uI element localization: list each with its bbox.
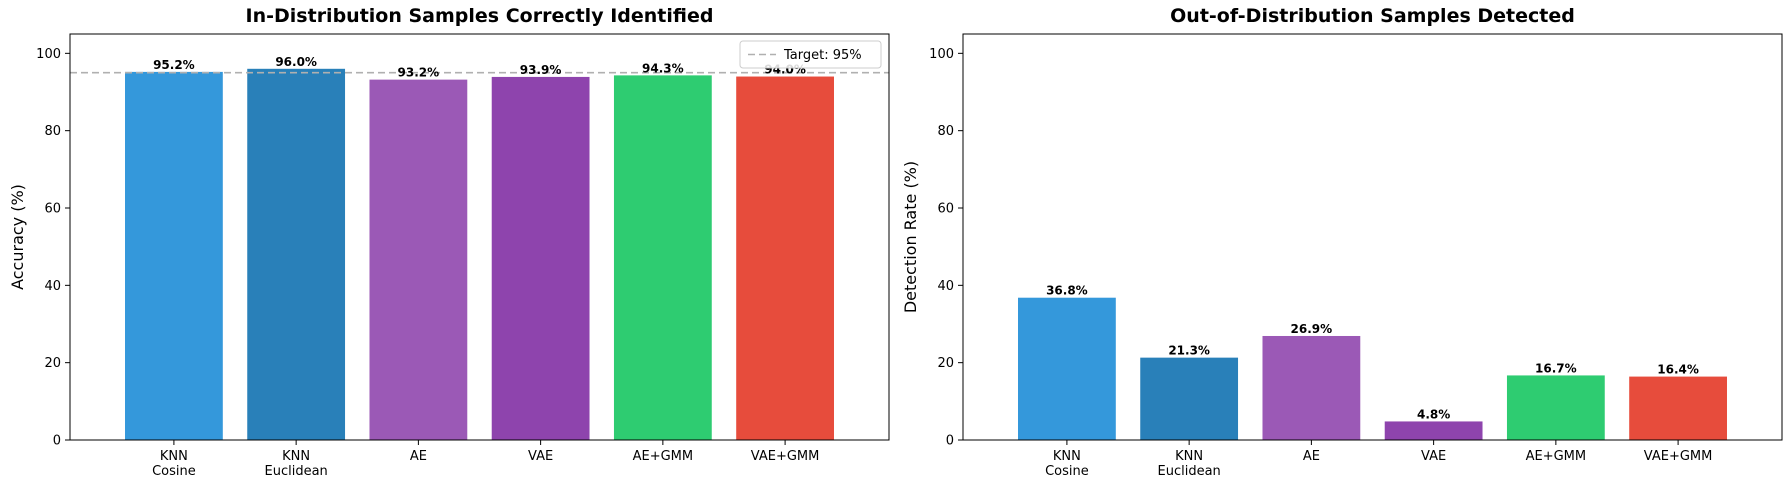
x-tick-label-1-4: VAE <box>528 449 553 464</box>
bar-1-2 <box>247 68 346 441</box>
bar-2-3 <box>1262 335 1361 440</box>
y-tick-label-1-1: 0 <box>53 434 61 449</box>
value-label-2-2: 21.3% <box>1168 344 1210 358</box>
y-tick-label-2-4: 60 <box>937 202 954 217</box>
x-tick-label-2-1: KNN Cosine <box>1045 449 1089 479</box>
bar-1-6 <box>736 76 834 441</box>
value-label-2-5: 16.7% <box>1535 361 1577 375</box>
value-label-1-5: 94.3% <box>642 61 684 75</box>
y-tick-label-1-3: 40 <box>44 279 61 294</box>
bar-1-4 <box>491 76 590 441</box>
plot-frame <box>69 33 890 441</box>
x-tick-label-2-4: VAE <box>1421 449 1446 464</box>
bar-2-2 <box>1140 357 1239 440</box>
x-tick-label-1-3: AE <box>410 449 427 464</box>
value-label-2-6: 16.4% <box>1657 363 1699 377</box>
y-tick-label-1-5: 80 <box>44 124 61 139</box>
value-label-2-3: 26.9% <box>1291 322 1333 336</box>
bar-2-4 <box>1384 421 1483 440</box>
value-label-1-2: 96.0% <box>275 55 317 69</box>
bar-1-5 <box>613 75 712 440</box>
y-tick-label-2-1: 0 <box>946 434 954 449</box>
value-label-1-1: 95.2% <box>153 58 195 72</box>
legend-label: Target: 95% <box>783 48 862 63</box>
y-tick-label-2-6: 100 <box>929 47 954 62</box>
x-tick-label-2-3: AE <box>1303 449 1320 464</box>
y-axis-label-2: Detection Rate (%) <box>901 161 920 313</box>
legend-box <box>739 40 882 69</box>
x-tick-label-1-2: KNN Euclidean <box>265 449 328 479</box>
y-tick-label-1-6: 100 <box>36 47 61 62</box>
y-tick-label-2-2: 20 <box>937 356 954 371</box>
bar-1-1 <box>125 71 223 440</box>
x-tick-label-1-1: KNN Cosine <box>152 449 196 479</box>
legend: Target: 95% <box>739 40 882 69</box>
plot-frame <box>962 33 1783 441</box>
x-tick-label-2-5: AE+GMM <box>1526 449 1587 464</box>
x-tick-label-1-5: AE+GMM <box>633 449 694 464</box>
chart-panel-2: 36.8% 21.3% 26.9% 4.8% 16.7% 16.4% 0 20 40 60 80 10… <box>901 5 1783 479</box>
y-axis-label-1: Accuracy (%) <box>8 184 27 290</box>
bar-2-6 <box>1629 376 1727 440</box>
value-label-1-3: 93.2% <box>398 66 440 80</box>
value-label-2-4: 4.8% <box>1417 407 1450 421</box>
y-tick-label-2-3: 40 <box>937 279 954 294</box>
y-tick-label-1-4: 60 <box>44 202 61 217</box>
x-tick-label-1-6: VAE+GMM <box>751 449 820 464</box>
chart-title-1: In-Distribution Samples Correctly Identi… <box>246 5 714 27</box>
y-tick-label-2-5: 80 <box>937 124 954 139</box>
x-tick-label-2-6: VAE+GMM <box>1644 449 1713 464</box>
value-label-1-4: 93.9% <box>520 63 562 77</box>
bar-2-5 <box>1506 375 1605 440</box>
chart-panel-1: 95.2% 96.0%93.2% 93.9% 94.3% 94.0%0204060801… <box>8 5 890 479</box>
y-tick-label-1-2: 20 <box>44 356 61 371</box>
bar-2-1 <box>1018 297 1116 440</box>
bar-1-3 <box>369 79 468 441</box>
value-label-2-1: 36.8% <box>1046 284 1088 298</box>
chart-title-2: Out-of-Distribution Samples Detected <box>1170 5 1575 27</box>
x-tick-label-2-2: KNN Euclidean <box>1158 449 1221 479</box>
